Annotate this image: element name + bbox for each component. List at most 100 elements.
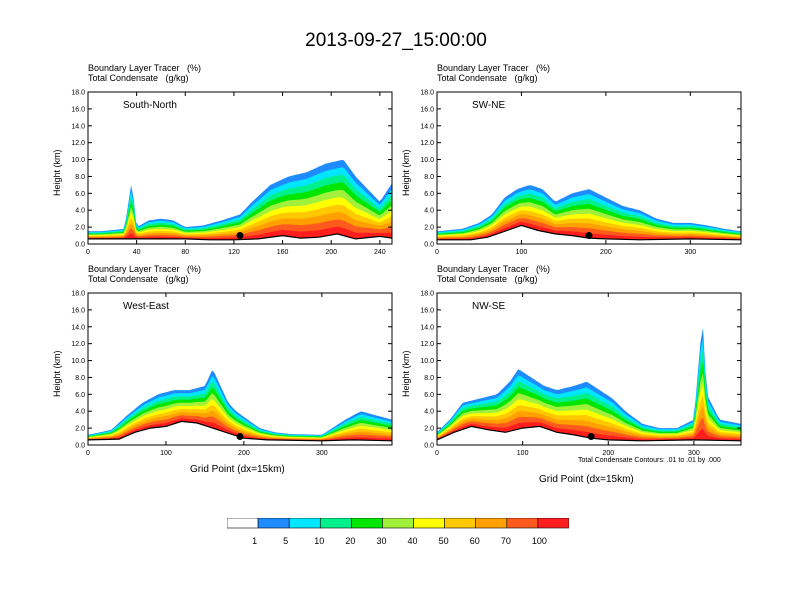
x-tick-label: 200 — [600, 249, 612, 256]
panel2-ylabel: Height (km) — [401, 149, 411, 196]
terrain-line — [88, 233, 392, 241]
terrain-line — [437, 425, 741, 442]
y-tick-label: 2.0 — [75, 225, 85, 232]
y-tick-label: 4.0 — [424, 208, 434, 215]
y-tick-label: 0.0 — [424, 443, 434, 450]
y-tick-label: 2.0 — [424, 225, 434, 232]
y-tick-label: 14.0 — [420, 123, 434, 130]
y-tick-label: 6.0 — [424, 191, 434, 198]
panel-name: South-North — [123, 100, 177, 111]
colorbar-swatch — [382, 518, 414, 529]
x-tick-label: 300 — [316, 450, 328, 457]
terrain-fill — [88, 233, 392, 244]
x-tick-label: 100 — [516, 249, 528, 256]
axes-frame — [436, 91, 742, 245]
colorbar-swatch — [506, 518, 539, 529]
y-tick-label: 14.0 — [71, 123, 85, 130]
colorbar-label: 30 — [376, 536, 387, 546]
y-tick-label: 4.0 — [75, 208, 85, 215]
colorbar-label: 10 — [314, 536, 325, 546]
x-tick-label: 240 — [374, 249, 386, 256]
panel-west-east: West-East 0.0 2.0 4.0 6.0 8.0 10.0 12.0 14.0 16.0… — [71, 291, 393, 457]
colorbar-label: 70 — [500, 536, 511, 546]
y-tick-label: 12.0 — [420, 140, 434, 147]
y-tick-label: 18.0 — [71, 291, 85, 298]
panel4-title-line2: Total Condensate (g/kg) — [437, 274, 538, 284]
panel3-ylabel: Height (km) — [52, 350, 62, 397]
axes-frame — [87, 91, 393, 245]
y-tick-label: 14.0 — [71, 324, 85, 331]
axes-frame — [436, 292, 742, 446]
panel2-title-line2: Total Condensate (g/kg) — [437, 73, 538, 83]
y-tick-label: 10.0 — [420, 358, 434, 365]
y-tick-label: 8.0 — [424, 375, 434, 382]
terrain-line — [88, 420, 392, 442]
x-tick-label: 0 — [435, 450, 439, 457]
colorbar-swatch — [537, 518, 569, 529]
x-tick-label: 80 — [181, 249, 189, 256]
y-tick-label: 8.0 — [75, 174, 85, 181]
x-tick-label: 200 — [602, 450, 614, 457]
colorbar-swatch — [444, 518, 477, 529]
colorbar-swatch — [257, 518, 290, 529]
y-tick-label: 0.0 — [75, 242, 85, 249]
colorbar-label: 60 — [469, 536, 480, 546]
panel1-title-line1: Boundary Layer Tracer (%) — [88, 63, 202, 73]
figure-title: 2013-09-27_15:00:00 — [305, 30, 487, 51]
panel1-ylabel: Height (km) — [52, 149, 62, 196]
y-tick-label: 0.0 — [75, 443, 85, 450]
colorbar-swatch — [413, 518, 445, 529]
y-tick-label: 6.0 — [75, 191, 85, 198]
y-tick-label: 18.0 — [420, 291, 434, 298]
colorbar-label: 20 — [345, 536, 356, 546]
panel-nw-se: NW-SE 0.0 2.0 4.0 6.0 8.0 10.0 12.0 14.0 16.0 18.0… — [420, 291, 742, 457]
y-tick-label: 16.0 — [420, 307, 434, 314]
colorbar-swatch — [475, 518, 508, 529]
y-tick-label: 16.0 — [71, 307, 85, 314]
y-tick-label: 12.0 — [71, 341, 85, 348]
y-tick-label: 4.0 — [75, 409, 85, 416]
y-tick-label: 10.0 — [71, 358, 85, 365]
y-tick-label: 0.0 — [424, 242, 434, 249]
x-tick-label: 100 — [517, 450, 529, 457]
x-tick-label: 200 — [238, 450, 250, 457]
location-marker — [236, 433, 244, 441]
location-marker — [585, 232, 593, 240]
x-tick-label: 160 — [277, 249, 289, 256]
colorbar-swatch — [319, 518, 352, 529]
colorbar-swatch — [288, 518, 321, 529]
x-tick-label: 40 — [133, 249, 141, 256]
colorbar-label: 1 — [252, 536, 258, 546]
y-tick-label: 18.0 — [71, 90, 85, 97]
terrain-line — [437, 224, 741, 241]
panel-name: SW-NE — [472, 100, 505, 111]
y-tick-label: 2.0 — [75, 426, 85, 433]
x-tick-label: 0 — [86, 249, 90, 256]
panel1-title-line2: Total Condensate (g/kg) — [88, 73, 189, 83]
y-tick-label: 12.0 — [420, 341, 434, 348]
y-tick-label: 10.0 — [420, 157, 434, 164]
panel-south-north: South-North 0.0 2.0 4.0 6.0 8.0 10.0 12.0 14.0 16… — [71, 90, 393, 256]
x-tick-label: 300 — [688, 450, 700, 457]
y-tick-label: 4.0 — [424, 409, 434, 416]
y-tick-label: 16.0 — [71, 106, 85, 113]
axes-frame — [87, 292, 393, 446]
colorbar-swatch — [227, 518, 259, 529]
colorbar-swatch — [351, 518, 383, 529]
panel2-title-line1: Boundary Layer Tracer (%) — [437, 63, 551, 73]
y-tick-label: 2.0 — [424, 426, 434, 433]
y-tick-label: 10.0 — [71, 157, 85, 164]
x-tick-label: 300 — [684, 249, 696, 256]
contour-note: Total Condensate Contours: .01 to .01 by… — [578, 457, 721, 464]
panel-sw-ne: SW-NE 0.0 2.0 4.0 6.0 8.0 10.0 12.0 14.0 16.0 18.0… — [420, 90, 742, 256]
terrain-fill — [88, 421, 392, 445]
panel3-xlabel: Grid Point (dx=15km) — [190, 464, 285, 475]
y-tick-label: 8.0 — [75, 375, 85, 382]
panel4-ylabel: Height (km) — [401, 350, 411, 397]
panel4-title-line1: Boundary Layer Tracer (%) — [437, 264, 551, 274]
y-tick-label: 14.0 — [420, 324, 434, 331]
x-tick-label: 100 — [160, 450, 172, 457]
y-tick-label: 6.0 — [424, 392, 434, 399]
y-tick-label: 18.0 — [420, 90, 434, 97]
